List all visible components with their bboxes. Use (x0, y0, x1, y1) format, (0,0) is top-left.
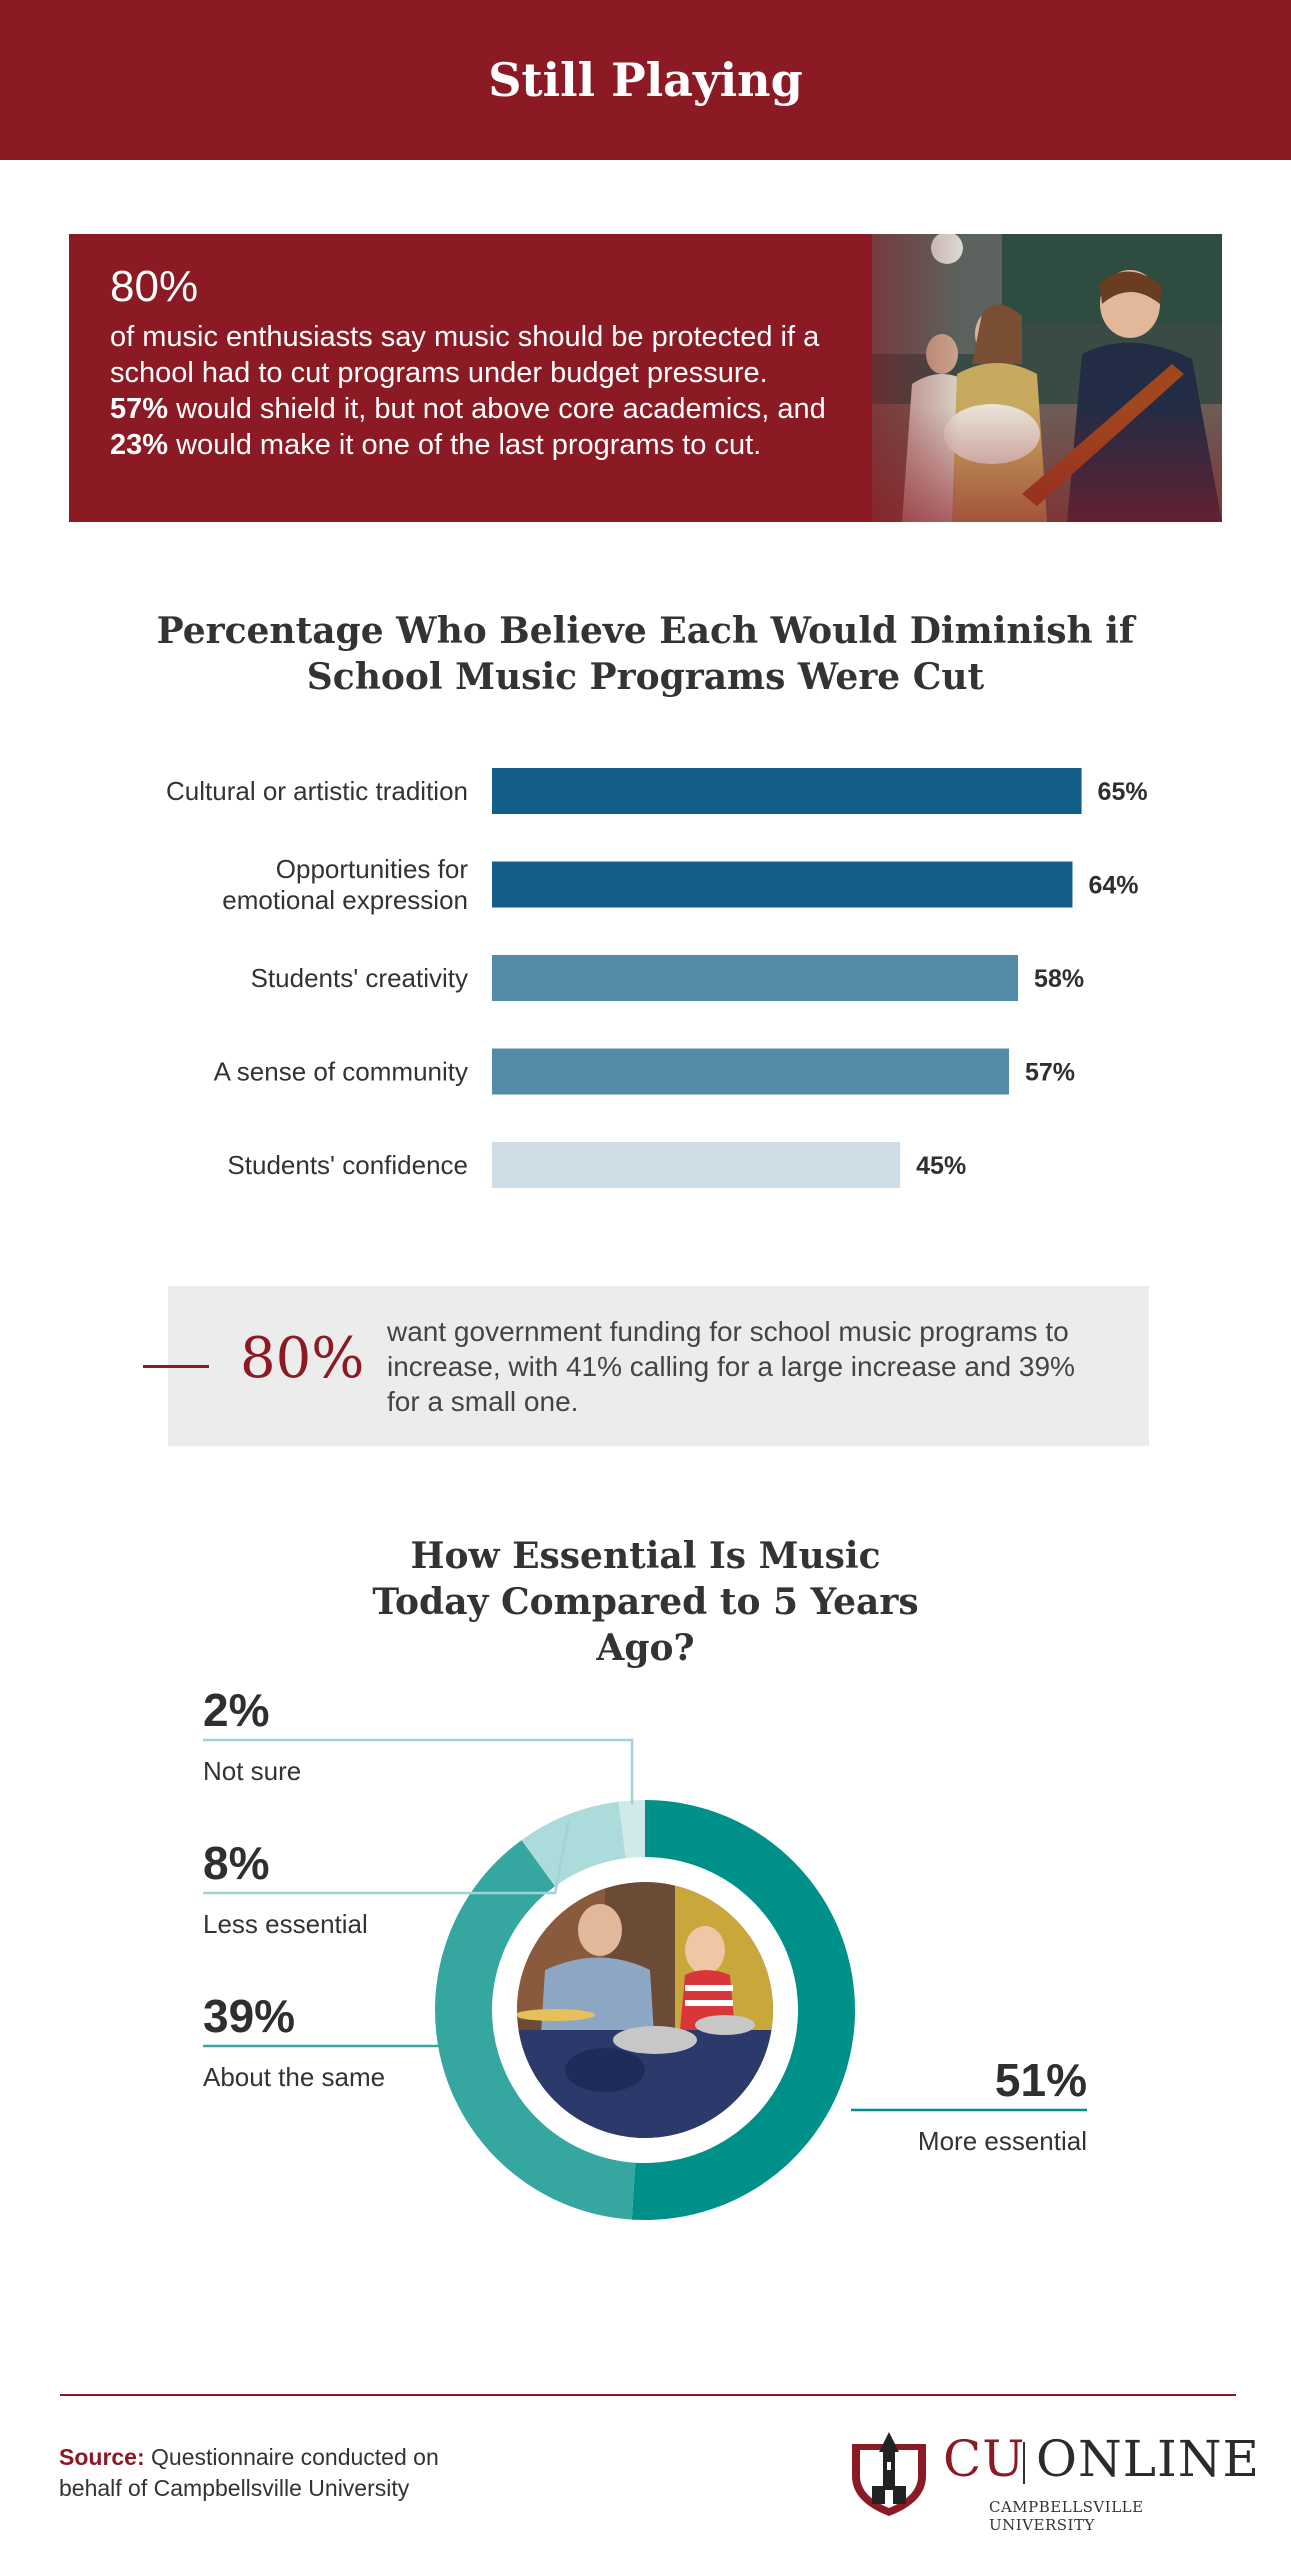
stat-card: 80% of music enthusiasts say music shoul… (69, 234, 1222, 522)
bar-1 (492, 861, 1073, 908)
bar-chart-title-text: Percentage Who Believe Each Would Dimini… (156, 610, 1135, 698)
funding-callout (168, 1286, 1149, 1446)
stat-text-part: of music enthusiasts say music should be… (110, 321, 820, 390)
page-title: Still Playing (488, 53, 803, 107)
callout-text: want government funding for school music… (387, 1316, 1075, 1417)
slice-category-label: Less essential (203, 1909, 368, 1939)
logo-online-text: ONLINE (1036, 2430, 1260, 2488)
bar-value-label: 65% (1098, 778, 1148, 806)
slice-category-label: Not sure (203, 1756, 301, 1786)
donut-chart-title-text: How Essential Is Music Today Compared to… (372, 1535, 919, 1669)
logo-separator (1023, 2442, 1025, 2484)
stat-bold-23: 23% (110, 429, 169, 462)
leader-line (203, 1738, 634, 1805)
source-line-2: behalf of Campbellsville University (59, 2475, 410, 2501)
source-label: Source: (59, 2444, 145, 2470)
leader-line (203, 1818, 571, 1895)
bar-3 (492, 1048, 1009, 1095)
bar-category-label: Students' confidence (227, 1150, 468, 1180)
bar-4 (492, 1142, 901, 1188)
slice-value-label: 2% (203, 1684, 269, 1736)
donut-chart-title: How Essential Is Music Today Compared to… (0, 1533, 1291, 1671)
slice-category-label: More essential (918, 2126, 1087, 2156)
slice-category-label: About the same (203, 2062, 385, 2092)
slice-value-label: 39% (203, 1990, 295, 2042)
bar-category-label: Opportunities for (276, 854, 469, 884)
bar-chart: 65% Cultural or artistic tradition 64% Oppo… (166, 768, 1148, 1188)
donut-slice-2 (521, 1801, 626, 1887)
bar-category-label: Cultural or artistic tradition (166, 776, 468, 806)
bar-value-label: 64% (1088, 872, 1138, 900)
bar-2 (492, 955, 1019, 1001)
stat-bold-57: 57% (110, 393, 169, 426)
stat-text: 80% of music enthusiasts say music shoul… (110, 258, 830, 463)
callout-percent: 80% (240, 1326, 365, 1391)
page-header: Still Playing (0, 0, 1291, 160)
bar-chart-title: Percentage Who Believe Each Would Dimini… (0, 608, 1291, 700)
source-note: Source: Questionnaire conducted on behal… (59, 2442, 439, 2504)
stat-text-part: would make it one of the last programs t… (168, 429, 762, 462)
stat-text-part: would shield it, but not above core acad… (168, 393, 826, 426)
logo-cu-text: CU (943, 2430, 1026, 2488)
bar-value-label: 58% (1034, 965, 1084, 993)
donut-slice-1 (435, 1840, 636, 2220)
donut-chart: 2% Not sure 8% Less essential 39% About the s… (203, 1684, 1087, 2220)
cu-online-logo: CU ONLINE CAMPBELLSVILLE UNIVERSITY (846, 2428, 1259, 2534)
bar-0 (492, 768, 1082, 814)
bar-value-label: 57% (1025, 1059, 1075, 1087)
bar-category-label: emotional expression (222, 885, 468, 915)
music-class-photo (872, 234, 1222, 522)
slice-value-label: 8% (203, 1837, 269, 1889)
shield-logo-icon (852, 2432, 926, 2516)
source-line-1: Questionnaire conducted on (151, 2444, 439, 2470)
bar-category-label: A sense of community (214, 1057, 468, 1087)
callout-dash (143, 1365, 209, 1368)
logo-subtitle: CAMPBELLSVILLE UNIVERSITY (989, 2498, 1144, 2534)
stat-big-number: 80% (110, 262, 199, 311)
slice-value-label: 51% (995, 2054, 1087, 2106)
drum-lesson-photo (517, 1882, 773, 2138)
stat-description: of music enthusiasts say music should be… (110, 319, 830, 463)
footer-divider (60, 2394, 1236, 2396)
bar-category-label: Students' creativity (251, 963, 468, 993)
donut-slice-0 (631, 1800, 855, 2220)
bar-value-label: 45% (916, 1152, 966, 1180)
donut-slice-3 (618, 1800, 645, 1859)
